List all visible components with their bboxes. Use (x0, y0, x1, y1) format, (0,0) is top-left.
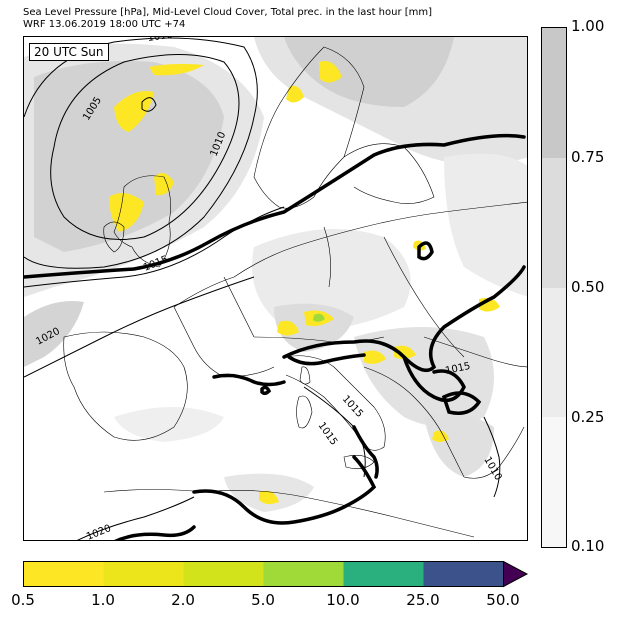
cloud-cover-north-atlantic-dense (34, 61, 224, 252)
cloud-cover-shading (24, 37, 527, 512)
precip-heavy (313, 313, 325, 322)
isobar-1015-thick-north (24, 133, 526, 279)
cloud-colorbar-tick-label: 0.10 (571, 537, 605, 555)
isobar-1020-west (24, 276, 255, 378)
precip-iceland (149, 63, 204, 76)
precip-balkans (394, 345, 416, 360)
border-balkan (423, 336, 527, 368)
precip-atlantic-band (114, 91, 154, 132)
precip-colorbar-extend-arrow (503, 561, 529, 588)
border-germany-poland (323, 226, 331, 288)
isobar-1015-thick-alps (287, 353, 366, 366)
model-run-info: WRF 13.06.2019 18:00 UTC +74 (23, 19, 186, 30)
coastline-iberia (63, 331, 188, 441)
cloud-cover-colorbar (541, 27, 567, 548)
isobars-thick (24, 133, 526, 540)
isobar-label: 1020 (85, 523, 113, 541)
cloud-cover-iberia-west (24, 301, 84, 367)
cloud-colorbar-segment (542, 287, 566, 418)
isobar-thick-small-med (260, 385, 272, 396)
coastline-ireland (103, 221, 125, 253)
cloud-colorbar-tick-label: 1.00 (571, 17, 605, 35)
cloud-cover-med (114, 407, 224, 442)
coastline-north-africa (103, 489, 475, 538)
coastline-balkans (363, 366, 525, 479)
coastline-sicily (343, 455, 375, 469)
cloud-cover-alps (274, 303, 354, 352)
border-eastern (383, 236, 465, 358)
isobar-label: 1015 (340, 394, 365, 420)
precip-colorbar-segment (183, 561, 264, 587)
precip-colorbar-segment (263, 561, 344, 587)
isobar-label: 1010 (147, 37, 174, 44)
precip-colorbar-tick-label: 0.5 (11, 591, 35, 609)
isobar-low-center (141, 97, 157, 112)
isobar-1005 (50, 54, 240, 240)
precip-alps-heavy (313, 313, 325, 322)
coastlines-and-borders (63, 46, 527, 538)
isobar-1015-thick-poland (417, 241, 434, 261)
coastline-british-isles (113, 175, 171, 268)
coastline-corsica (299, 366, 311, 385)
precip-colorbar-segment (23, 561, 104, 587)
cloud-colorbar-segment (542, 417, 566, 547)
coastline-europe-north (173, 201, 527, 308)
isobar-label: 1015 (444, 361, 471, 377)
isobar-1020-south (76, 496, 195, 540)
isobar-1015-thick-med (212, 373, 286, 387)
cloud-colorbar-segment (542, 157, 566, 288)
border-france-germany (223, 276, 255, 338)
precip-alps-1 (277, 320, 299, 336)
cloud-colorbar-tick-label: 0.25 (571, 408, 605, 426)
isobar-1010 (24, 37, 258, 269)
coastline-baltic (343, 143, 435, 204)
valid-time-label: 20 UTC Sun (29, 43, 109, 61)
coastline-italy (283, 355, 386, 451)
precip-colorbar-tick-label: 50.0 (486, 591, 520, 609)
precip-colorbar-segment (343, 561, 424, 587)
precip-colorbar-tick-label: 1.0 (91, 591, 115, 609)
precip-scandinavia-2 (319, 61, 342, 83)
cloud-cover-scandinavia-dense (284, 37, 454, 107)
isobar-1015-thick-balkans (402, 355, 466, 403)
weather-map: 1010 1005 1010 1015 1020 1015 1015 1015 … (23, 36, 528, 541)
isobar-1015-thick-greece (441, 391, 482, 415)
cloud-colorbar-tick-label: 0.50 (571, 278, 605, 296)
isobar-1015-thick-italy (352, 425, 379, 479)
precip-colorbar-outline (23, 561, 504, 587)
precip-africa (259, 490, 279, 505)
precip-colorbar-segment (423, 561, 504, 587)
map-title: Sea Level Pressure [hPa], Mid-Level Clou… (23, 7, 433, 18)
precip-scandinavia-1 (286, 85, 304, 103)
cloud-cover-east (444, 153, 527, 297)
precip-colorbar-tick-label: 5.0 (251, 591, 275, 609)
precip-colorbar-tick-label: 25.0 (406, 591, 440, 609)
isobar-label: 1015 (316, 420, 340, 447)
precip-colorbar-tick-label: 2.0 (171, 591, 195, 609)
precip-colorbar-segment (103, 561, 184, 587)
coastline-sardinia (296, 395, 313, 429)
cloud-colorbar-tick-label: 0.75 (571, 148, 605, 166)
isobar-1015-thick-africa-west (114, 525, 196, 540)
isobar-1010-greece (483, 416, 501, 498)
coastline-france-west (173, 306, 275, 378)
precipitation-colorbar (23, 561, 529, 588)
isobar-1015-thick-africa (192, 455, 377, 525)
cloud-cover-greece (424, 413, 494, 477)
coastline-scandinavia (253, 46, 365, 209)
isobar-1015-thick-south (282, 265, 526, 373)
precip-italy (364, 350, 386, 364)
cloud-colorbar-segment (542, 28, 566, 158)
isobar-label: 1010 (481, 455, 503, 483)
precip-colorbar-tick-label: 10.0 (326, 591, 360, 609)
precipitation (109, 61, 500, 505)
